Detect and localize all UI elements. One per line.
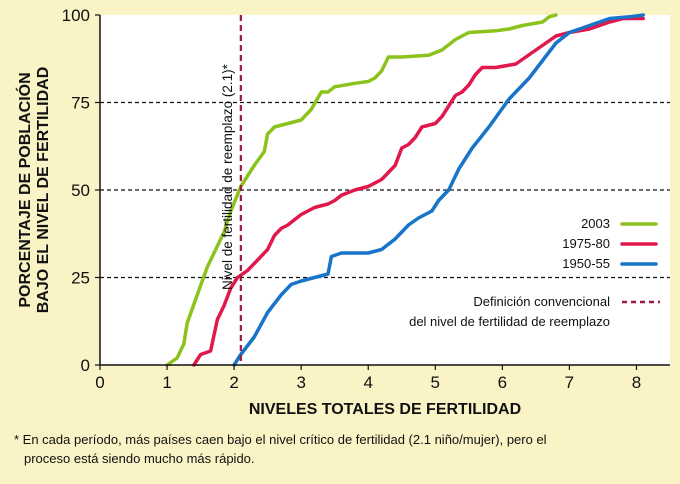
y-tick-label-0: 0 xyxy=(81,356,90,375)
tick-layer: 0 1 2 3 4 5 6 7 8 0 25 50 75 100 xyxy=(62,6,642,392)
x-tick-label-2: 2 xyxy=(229,373,238,392)
legend-label-1975-80: 1975-80 xyxy=(562,236,610,251)
y-tick-label-25: 25 xyxy=(71,269,90,288)
grid-layer xyxy=(100,101,670,279)
x-tick-label-7: 7 xyxy=(565,373,574,392)
y-tick-label-50: 50 xyxy=(71,181,90,200)
chart-svg: 0 1 2 3 4 5 6 7 8 0 25 50 75 100 NIVELES TOTALES DE F… xyxy=(15,6,670,418)
legend-definition-line-2: del nivel de fertilidad de reemplazo xyxy=(409,314,610,329)
y-tick-label-75: 75 xyxy=(71,94,90,113)
footnote-line-2: proceso está siendo mucho más rápido. xyxy=(24,451,255,466)
y-axis-title-group: PORCENTAJE DE POBLACIÓN BAJO EL NIVEL DE… xyxy=(15,67,52,314)
x-tick-label-3: 3 xyxy=(296,373,305,392)
legend-definition-line-1: Definición convencional xyxy=(473,294,610,309)
footnote-line-1: * En cada período, más países caen bajo … xyxy=(14,432,547,447)
series-line-2003 xyxy=(165,13,558,367)
x-tick-label-5: 5 xyxy=(431,373,440,392)
x-tick-label-0: 0 xyxy=(95,373,104,392)
y-tick-label-100: 100 xyxy=(62,6,90,25)
x-tick-label-4: 4 xyxy=(364,373,373,392)
x-tick-label-1: 1 xyxy=(162,373,171,392)
y-axis-title-line-2: BAJO EL NIVEL DE FERTILIDAD xyxy=(35,67,52,314)
series-line-1950-55 xyxy=(232,13,645,367)
legend: 2003 1975-80 1950-55 Definición convenciona… xyxy=(409,216,660,329)
x-tick-label-6: 6 xyxy=(498,373,507,392)
legend-label-2003: 2003 xyxy=(581,216,610,231)
footnote: * En cada período, más países caen bajo … xyxy=(14,430,670,468)
series-layer xyxy=(165,13,645,367)
legend-label-1950-55: 1950-55 xyxy=(562,256,610,271)
series-line-1975-80 xyxy=(192,16,645,367)
x-tick-label-8: 8 xyxy=(632,373,641,392)
x-axis-title: NIVELES TOTALES DE FERTILIDAD xyxy=(249,401,521,418)
y-axis-title-line-1: PORCENTAJE DE POBLACIÓN xyxy=(15,72,34,307)
reference-line-label: Nivel de fertilidad de reemplazo (2.1)* xyxy=(220,63,235,290)
